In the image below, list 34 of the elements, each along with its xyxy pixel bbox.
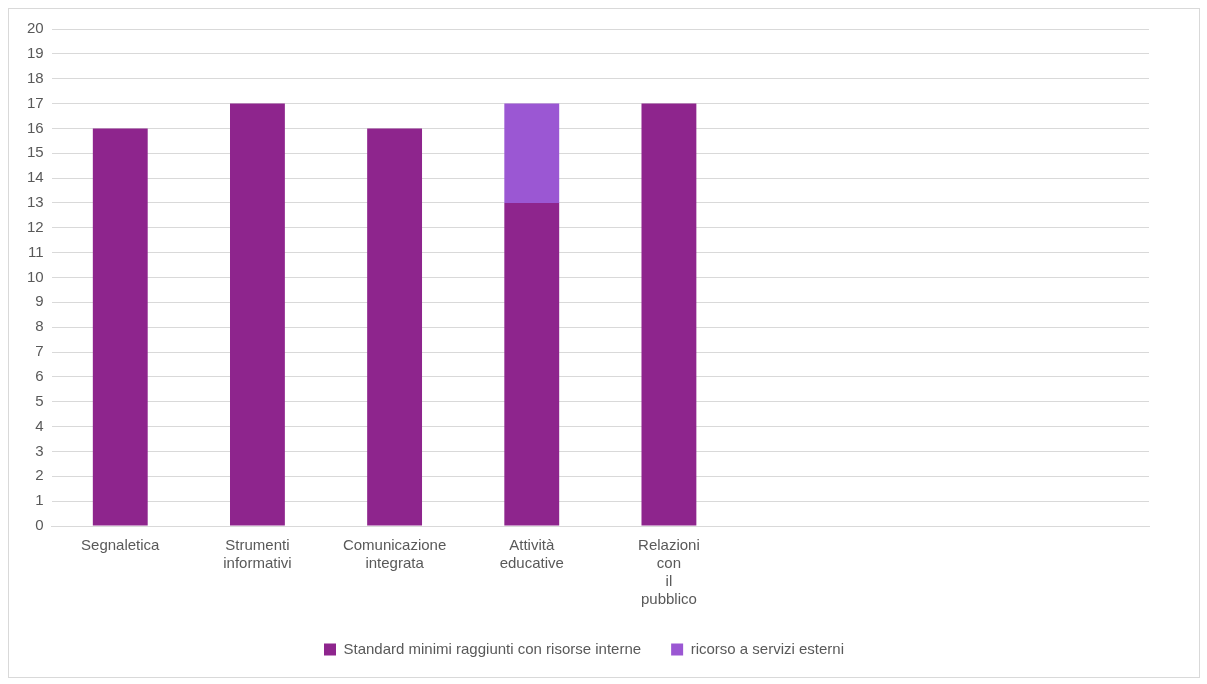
x-tick-label: Segnaletica	[81, 536, 161, 554]
y-tick-label: 4	[35, 416, 44, 434]
bar	[92, 128, 148, 526]
x-tick-label: Comunicazione integrata	[342, 536, 447, 572]
y-tick-label: 17	[27, 93, 44, 111]
y-tick-label: 14	[27, 168, 44, 186]
y-tick-label: 0	[35, 516, 44, 534]
y-tick-label: 19	[27, 43, 44, 61]
y-tick-label: 8	[35, 317, 44, 335]
y-tick-label: 1	[35, 491, 44, 509]
y-tick-label: 5	[35, 391, 44, 409]
y-tick-label: 12	[27, 217, 44, 235]
y-tick-label: 9	[35, 292, 44, 310]
bar	[504, 103, 560, 203]
bar	[641, 103, 697, 526]
y-tick-label: 3	[35, 441, 44, 459]
x-tick-label: Attività educative	[499, 536, 564, 572]
x-tick-label: Relazioni con il pubblico	[638, 536, 700, 608]
x-tick-label: Strumenti informativi	[223, 536, 292, 572]
y-tick-label: 18	[27, 68, 44, 86]
y-tick-label: 15	[27, 143, 44, 161]
y-tick-label: 10	[27, 267, 44, 285]
y-tick-label: 6	[35, 367, 44, 385]
bar	[367, 128, 423, 526]
bar	[230, 103, 285, 526]
legend-label: Standard minimi raggiunti con risorse interne	[343, 639, 642, 657]
y-tick-label: 2	[35, 466, 44, 484]
y-tick-label: 20	[27, 19, 44, 37]
y-tick-label: 16	[27, 118, 44, 136]
y-tick-label: 11	[28, 242, 44, 260]
bar	[504, 202, 560, 526]
y-tick-label: 13	[27, 193, 44, 211]
y-tick-label: 7	[35, 342, 44, 360]
legend-label: ricorso a servizi esterni	[690, 639, 845, 657]
